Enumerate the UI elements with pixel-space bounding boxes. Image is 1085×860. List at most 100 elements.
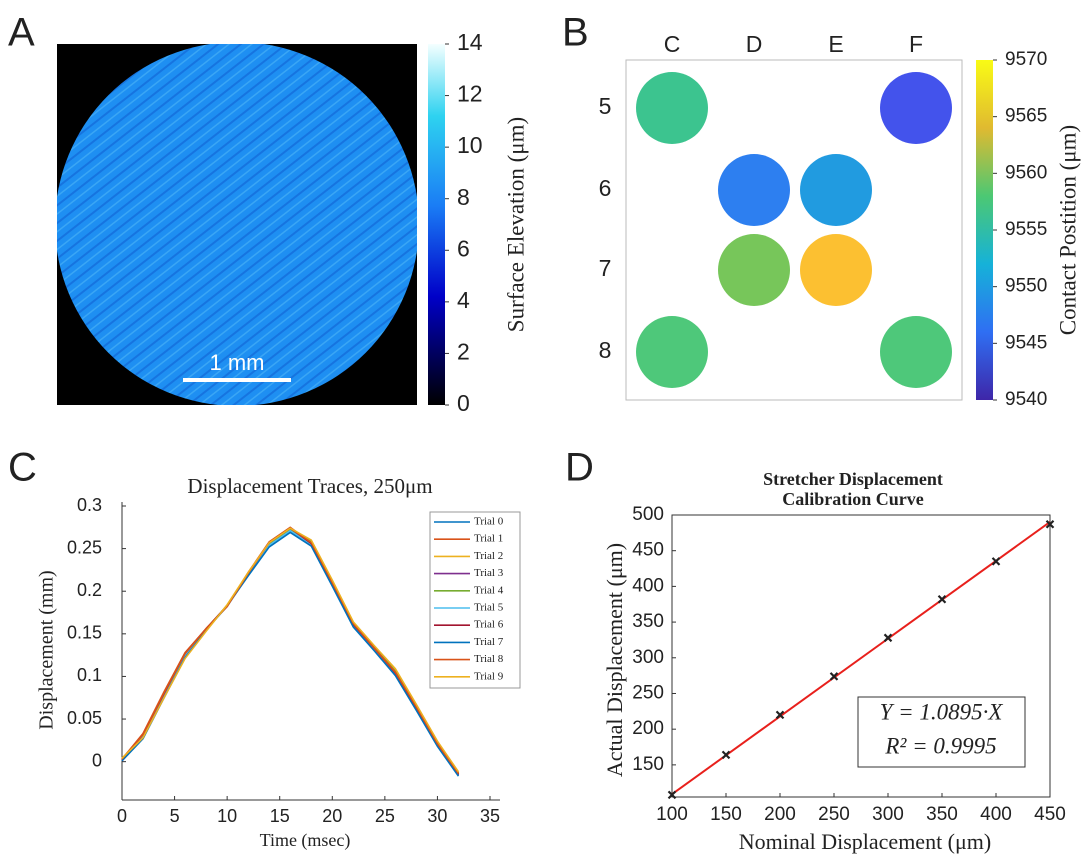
- x-tick-label: 10: [217, 806, 237, 826]
- colorbar-tick-label: 12: [457, 81, 483, 107]
- colorbar-tick-label: 6: [457, 235, 470, 261]
- chart-title: Stretcher Displacement: [763, 469, 943, 489]
- x-tick-label: 30: [427, 806, 447, 826]
- trace-line: [122, 529, 458, 774]
- contact-dot: [880, 316, 952, 388]
- y-tick-label: 200: [632, 718, 664, 739]
- colorbar-tick-label: 9560: [1005, 162, 1047, 183]
- panel-label: D: [565, 446, 594, 490]
- trace-line: [122, 527, 458, 773]
- legend-label: Trial 1: [474, 533, 503, 545]
- column-label: C: [664, 31, 681, 57]
- trace-line: [122, 528, 458, 774]
- x-axis-label: Time (msec): [260, 830, 351, 851]
- y-tick-label: 450: [632, 540, 664, 561]
- colorbar-tick-label: 0: [457, 390, 470, 416]
- colorbar-tick-label: 9545: [1005, 332, 1047, 353]
- panel-label: C: [8, 446, 37, 490]
- legend-label: Trial 3: [474, 567, 504, 579]
- colorbar-label: Surface Elevation (μm): [503, 117, 528, 332]
- data-point: [723, 751, 730, 758]
- colorbar: [428, 44, 445, 405]
- legend-label: Trial 8: [474, 653, 504, 665]
- y-tick-label: 0: [92, 750, 102, 770]
- row-label: 6: [599, 175, 612, 201]
- x-tick-label: 350: [926, 804, 958, 825]
- y-tick-label: 300: [632, 647, 664, 668]
- trace-line: [122, 529, 458, 773]
- panel-label: B: [562, 11, 589, 55]
- colorbar-tick-label: 10: [457, 132, 483, 158]
- contact-dot: [718, 154, 790, 226]
- colorbar-tick-label: 9565: [1005, 106, 1047, 127]
- x-tick-label: 20: [322, 806, 342, 826]
- legend-label: Trial 5: [474, 602, 504, 614]
- y-tick-label: 0.2: [77, 580, 102, 600]
- y-tick-label: 350: [632, 611, 664, 632]
- trace-line: [122, 532, 458, 776]
- y-tick-label: 0.25: [67, 537, 102, 557]
- y-tick-label: 150: [632, 754, 664, 775]
- x-tick-label: 0: [117, 806, 127, 826]
- x-tick-label: 150: [710, 804, 742, 825]
- trace-line: [122, 532, 458, 776]
- row-label: 7: [599, 255, 612, 281]
- x-tick-label: 300: [872, 804, 904, 825]
- row-label: 5: [599, 93, 612, 119]
- y-tick-label: 250: [632, 682, 664, 703]
- legend-label: Trial 0: [474, 516, 504, 528]
- panel-label: A: [8, 11, 35, 55]
- contact-dot: [718, 234, 790, 306]
- y-tick-label: 0.1: [77, 665, 102, 685]
- y-tick-label: 400: [632, 575, 664, 596]
- legend-label: Trial 4: [474, 584, 504, 596]
- annotation: R² = 0.9995: [884, 733, 996, 758]
- chart-title: Displacement Traces, 250μm: [187, 474, 432, 498]
- x-tick-label: 100: [656, 804, 688, 825]
- contact-dot: [800, 154, 872, 226]
- column-label: D: [746, 31, 763, 57]
- colorbar-tick-label: 9570: [1005, 49, 1047, 70]
- colorbar-tick-label: 9540: [1005, 389, 1047, 410]
- legend-label: Trial 6: [474, 619, 504, 631]
- data-point: [939, 596, 946, 603]
- trace-line: [122, 528, 458, 772]
- contact-dot: [636, 316, 708, 388]
- x-tick-label: 200: [764, 804, 796, 825]
- x-tick-label: 15: [270, 806, 290, 826]
- column-label: F: [909, 31, 923, 57]
- colorbar: [976, 60, 993, 400]
- x-tick-label: 450: [1034, 804, 1066, 825]
- colorbar-label: Contact Postition (μm): [1055, 125, 1080, 335]
- trace-line: [122, 530, 458, 775]
- colorbar-tick-label: 4: [457, 287, 470, 313]
- legend-label: Trial 9: [474, 670, 504, 682]
- contact-dot: [800, 234, 872, 306]
- contact-dot: [636, 72, 708, 144]
- y-axis-label: Displacement (mm): [36, 570, 58, 729]
- y-tick-label: 0.15: [67, 623, 102, 643]
- legend-label: Trial 2: [474, 550, 503, 562]
- y-tick-label: 0.3: [77, 495, 102, 515]
- column-label: E: [828, 31, 843, 57]
- y-axis-label: Actual Displacement (μm): [602, 543, 627, 777]
- x-tick-label: 400: [980, 804, 1012, 825]
- x-axis-label: Nominal Displacement (μm): [739, 829, 992, 854]
- colorbar-tick-label: 8: [457, 184, 470, 210]
- x-tick-label: 25: [375, 806, 395, 826]
- colorbar-tick-label: 9555: [1005, 219, 1047, 240]
- y-tick-label: 0.05: [67, 708, 102, 728]
- scale-bar-label: 1 mm: [210, 350, 265, 375]
- row-label: 8: [599, 337, 612, 363]
- figure: A 1 mm 0 2 4 6 8 10 12 14 Surface Elevation (μm) B C…: [0, 0, 1085, 860]
- colorbar-tick-label: 14: [457, 29, 483, 55]
- chart-title: Calibration Curve: [782, 489, 924, 509]
- y-tick-label: 500: [632, 504, 664, 525]
- x-tick-label: 250: [818, 804, 850, 825]
- colorbar-tick-label: 2: [457, 339, 470, 365]
- annotation: Y = 1.0895·X: [880, 699, 1004, 724]
- trace-line: [122, 528, 458, 773]
- contact-dot: [880, 72, 952, 144]
- x-tick-label: 35: [480, 806, 500, 826]
- x-tick-label: 5: [170, 806, 180, 826]
